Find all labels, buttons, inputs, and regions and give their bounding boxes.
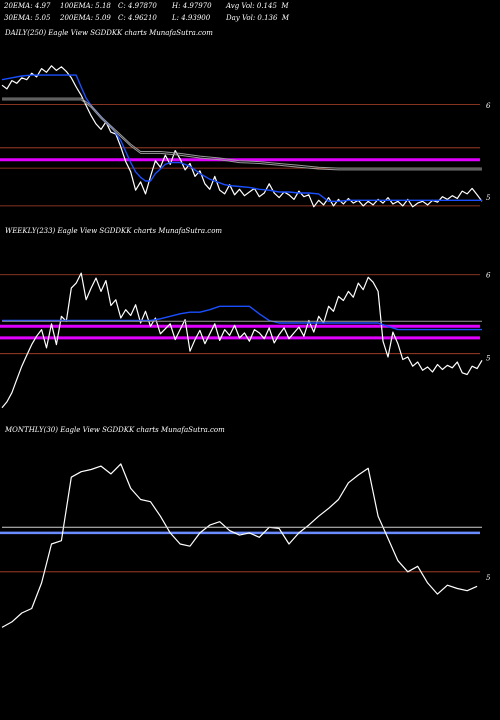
daily-y-tick: 5	[486, 194, 491, 202]
daily-series-ema_slow	[2, 97, 482, 169]
header-20ema: 20EMA: 4.97	[4, 2, 51, 10]
monthly-panel-label: MONTHLY(30) Eagle View SGDDKK charts Mun…	[5, 426, 225, 434]
header-close: C: 4.97870	[118, 2, 157, 10]
monthly-series-price	[1, 463, 478, 628]
header-100ema: 100EMA: 5.18	[60, 2, 111, 10]
weekly-chart: 65	[0, 271, 491, 409]
header-200ema: 200EMA: 5.09	[60, 14, 111, 22]
monthly-y-tick: 5	[486, 574, 491, 582]
weekly-panel-label: WEEKLY(233) Eagle View SGDDKK charts Mun…	[5, 227, 223, 235]
daily-series-price	[1, 65, 483, 208]
header-day-vol: Day Vol: 0.136 M	[226, 14, 290, 22]
weekly-y-tick: 6	[486, 271, 491, 279]
weekly-series-ema_fast	[2, 305, 482, 331]
header-close-2: C: 4.96210	[118, 14, 157, 22]
header-avg-vol: Avg Vol: 0.145 M	[226, 2, 289, 10]
header-low: L: 4.93900	[172, 14, 211, 22]
monthly-chart: 5	[0, 463, 491, 628]
daily-y-tick: 6	[486, 102, 491, 110]
daily-chart: 65	[0, 65, 491, 208]
header-high: H: 4.97970	[172, 2, 212, 10]
weekly-series-price	[1, 272, 483, 409]
header-30ema: 30EMA: 5.05	[4, 14, 51, 22]
daily-series-ema_fast	[1, 74, 482, 203]
daily-series-ema_mid	[2, 99, 482, 171]
daily-panel-label: DAILY(250) Eagle View SGDDKK charts Muna…	[5, 29, 213, 37]
weekly-y-tick: 5	[486, 354, 491, 362]
